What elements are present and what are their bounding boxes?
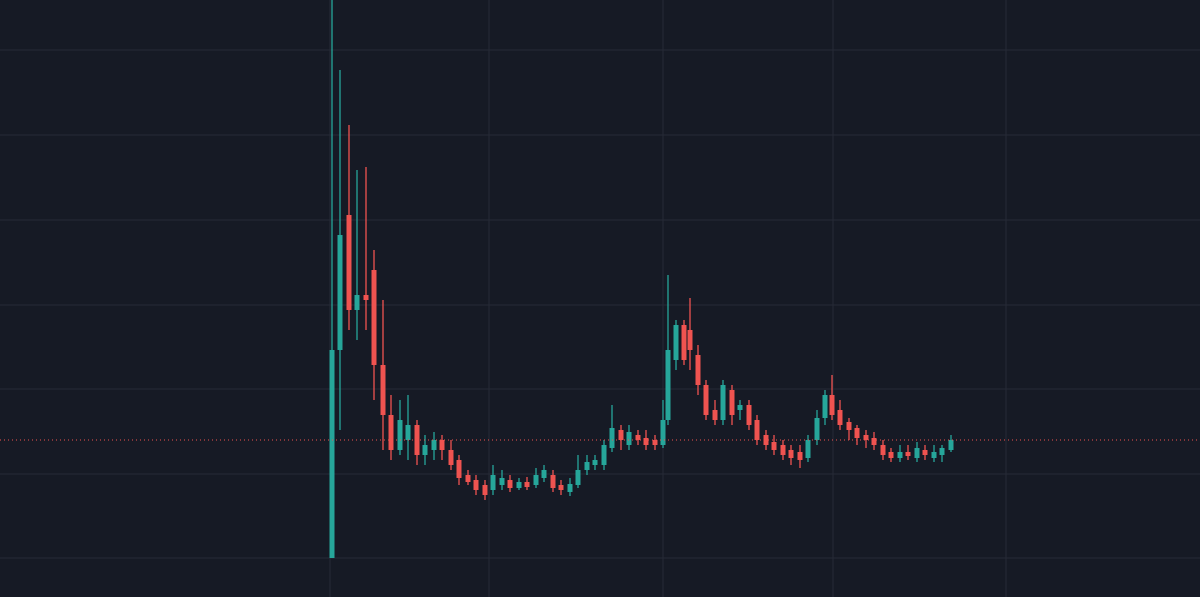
candle-body	[601, 445, 607, 465]
candle-body	[854, 428, 860, 438]
candle-body	[914, 448, 920, 458]
candle-body	[720, 385, 726, 420]
candle-body	[337, 235, 343, 350]
candle-body	[635, 435, 641, 440]
candle-body	[490, 475, 496, 490]
candle-body	[618, 430, 624, 440]
candle-body	[846, 422, 852, 430]
candle-body	[737, 405, 743, 410]
candle-body	[695, 355, 701, 385]
candle-body	[797, 452, 803, 460]
candle-body	[575, 470, 581, 485]
candle-body	[681, 325, 687, 360]
candle-body	[448, 450, 454, 465]
candle-body	[405, 425, 411, 440]
candle-body	[746, 405, 752, 425]
candle-body	[499, 478, 505, 485]
candle-body	[888, 452, 894, 458]
candle-body	[397, 420, 403, 450]
candle-body	[880, 445, 886, 455]
candle-body	[931, 452, 937, 458]
candle-body	[948, 440, 954, 450]
candle-body	[584, 462, 590, 470]
candle-body	[652, 440, 658, 445]
candle-body	[822, 395, 828, 418]
candle-body	[712, 410, 718, 420]
candle-body	[422, 445, 428, 455]
candle-body	[754, 420, 760, 440]
candle-body	[687, 330, 693, 350]
candle-body	[871, 438, 877, 445]
candle-body	[346, 215, 352, 310]
candle-body	[829, 395, 835, 415]
candle-body	[665, 350, 671, 420]
candle-body	[456, 460, 462, 478]
candle-body	[922, 450, 928, 455]
candle-body	[329, 350, 335, 558]
candle-body	[465, 475, 471, 482]
candle-body	[626, 432, 632, 445]
candle-body	[939, 448, 945, 455]
candle-body	[788, 450, 794, 458]
candle-body	[805, 440, 811, 458]
candle-body	[643, 438, 649, 445]
candle-body	[507, 480, 513, 488]
candle-body	[482, 485, 488, 495]
candle-body	[729, 390, 735, 415]
candle-body	[388, 415, 394, 450]
candle-body	[897, 452, 903, 458]
candle-body	[609, 428, 615, 448]
candle-body	[439, 440, 445, 450]
candle-body	[516, 482, 522, 488]
candle-body	[905, 452, 911, 456]
candle-body	[763, 435, 769, 445]
candle-body	[771, 442, 777, 450]
candle-body	[660, 420, 666, 445]
candle-body	[703, 385, 709, 415]
candle-body	[524, 482, 530, 487]
candle-body	[837, 410, 843, 425]
candle-body	[814, 418, 820, 440]
candle-body	[550, 475, 556, 488]
candle-body	[431, 440, 437, 450]
candle-body	[354, 295, 360, 310]
candle-body	[592, 460, 598, 465]
candle-body	[673, 325, 679, 360]
candle-body	[473, 480, 479, 490]
candle-body	[533, 475, 539, 485]
candle-body	[780, 445, 786, 455]
candle-body	[363, 295, 369, 300]
candle-body	[863, 435, 869, 440]
candle-body	[567, 484, 573, 492]
candle-body	[380, 365, 386, 415]
candle-body	[541, 470, 547, 478]
candle-body	[558, 485, 564, 490]
candle-body	[371, 270, 377, 365]
